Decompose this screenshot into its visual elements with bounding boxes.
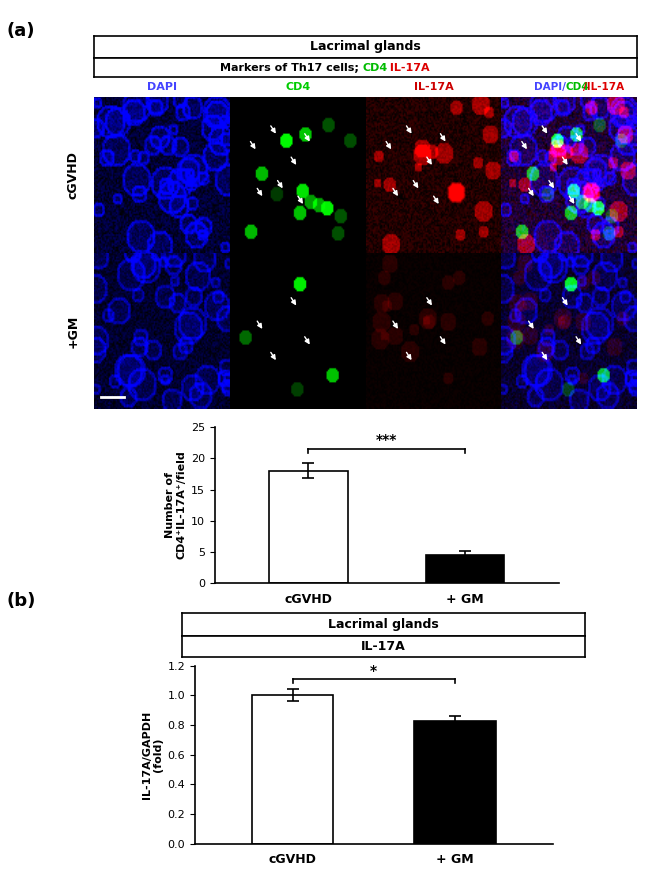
Text: Lacrimal glands: Lacrimal glands xyxy=(310,40,421,53)
Text: cGVHD: cGVHD xyxy=(66,151,79,199)
Text: CD4: CD4 xyxy=(363,62,387,73)
Text: CD4: CD4 xyxy=(285,82,311,93)
Text: *: * xyxy=(370,664,377,678)
Text: DAPI/: DAPI/ xyxy=(534,82,566,93)
Text: CD4: CD4 xyxy=(566,82,590,93)
Text: IL-17A: IL-17A xyxy=(386,62,430,73)
Bar xyxy=(252,695,333,844)
Text: IL-17A: IL-17A xyxy=(361,640,406,653)
Text: Markers of Th17 cells;: Markers of Th17 cells; xyxy=(220,62,363,73)
Text: +GM: +GM xyxy=(66,315,79,348)
Text: /IL-17A: /IL-17A xyxy=(584,82,625,93)
Text: (a): (a) xyxy=(6,22,35,40)
Y-axis label: IL-17A/GAPDH
(fold): IL-17A/GAPDH (fold) xyxy=(142,710,163,799)
Text: DAPI: DAPI xyxy=(147,82,177,93)
Bar xyxy=(415,721,496,844)
Y-axis label: Number of
CD4⁺IL-17A⁺/field: Number of CD4⁺IL-17A⁺/field xyxy=(165,450,187,560)
Bar xyxy=(426,555,504,583)
Text: ***: *** xyxy=(376,433,397,447)
Bar xyxy=(269,471,348,583)
Text: Lacrimal glands: Lacrimal glands xyxy=(328,619,439,631)
Text: (b): (b) xyxy=(6,592,36,610)
Text: IL-17A: IL-17A xyxy=(413,82,453,93)
